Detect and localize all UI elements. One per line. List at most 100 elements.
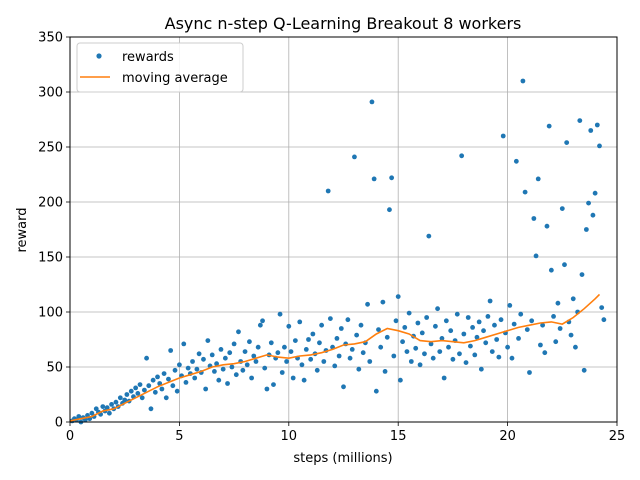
reward-point [109, 402, 114, 407]
reward-point [106, 410, 112, 416]
reward-point [220, 366, 226, 372]
reward-point [535, 176, 541, 182]
reward-point [505, 344, 510, 350]
reward-point [310, 331, 316, 337]
reward-point [352, 154, 357, 160]
reward-point [419, 330, 425, 336]
chart-title: Async n-step Q-Learning Breakout 8 worke… [165, 14, 522, 33]
reward-point [382, 369, 388, 374]
reward-point [347, 355, 353, 361]
reward-point [443, 318, 449, 324]
reward-point [533, 253, 539, 259]
reward-point [216, 377, 222, 383]
reward-point [551, 314, 556, 319]
reward-point [568, 332, 574, 338]
reward-point [137, 382, 143, 387]
reward-point [579, 272, 585, 277]
reward-point [268, 340, 274, 346]
reward-point [212, 369, 217, 374]
reward-point [583, 227, 589, 232]
reward-point [150, 377, 156, 383]
reward-point [516, 336, 521, 341]
reward-point [172, 367, 178, 373]
reward-point [306, 337, 311, 342]
reward-point [146, 383, 152, 389]
reward-point [135, 391, 141, 396]
reward-point [308, 356, 314, 362]
reward-point [559, 206, 565, 212]
reward-point [260, 318, 265, 324]
reward-point [244, 362, 250, 368]
y-tick-label: 300 [38, 86, 63, 101]
moving-average-line [69, 293, 601, 422]
reward-point [177, 362, 182, 368]
reward-point [441, 375, 447, 381]
reward-point [262, 365, 268, 371]
reward-point [487, 298, 493, 304]
reward-point [542, 350, 548, 356]
reward-point [190, 359, 195, 364]
reward-point [113, 399, 119, 405]
reward-point [264, 386, 270, 392]
reward-point [459, 153, 465, 159]
reward-point [231, 341, 237, 347]
reward-point [124, 392, 130, 397]
reward-point [218, 347, 224, 352]
reward-point [247, 339, 252, 345]
legend: rewards moving average [76, 42, 244, 93]
reward-point [336, 353, 342, 359]
reward-point [485, 314, 491, 319]
reward-point [128, 388, 134, 394]
reward-point [424, 315, 430, 320]
reward-point [408, 359, 414, 364]
reward-point [367, 359, 373, 364]
reward-point [463, 360, 469, 365]
reward-point [117, 395, 123, 401]
reward-point [365, 301, 370, 307]
reward-point [104, 405, 110, 411]
reward-point [413, 345, 419, 351]
reward-point [275, 350, 281, 356]
reward-point [518, 311, 524, 317]
reward-point [325, 188, 331, 194]
reward-point [122, 397, 128, 403]
reward-point [564, 140, 570, 146]
reward-point [577, 118, 583, 123]
reward-point [513, 158, 519, 164]
reward-point [192, 375, 198, 381]
reward-point [257, 322, 263, 328]
reward-point [384, 334, 390, 340]
legend-rewards-label: rewards [122, 50, 174, 65]
reward-point [548, 267, 554, 273]
reward-point [155, 374, 160, 380]
grid-lines [69, 36, 618, 423]
reward-point [461, 331, 467, 337]
reward-point [332, 363, 338, 369]
reward-point [387, 207, 392, 213]
reward-point [255, 344, 261, 350]
reward-point [538, 342, 543, 348]
reward-point [592, 190, 598, 196]
reward-point [194, 366, 200, 372]
reward-point [601, 317, 607, 323]
reward-point [406, 310, 412, 316]
reward-point [277, 311, 283, 317]
reward-point [314, 367, 320, 373]
reward-point [378, 344, 384, 350]
reward-point [586, 200, 591, 206]
reward-point [284, 359, 290, 364]
reward-point [457, 351, 462, 357]
reward-point [282, 344, 287, 350]
reward-point [400, 339, 405, 345]
reward-point [183, 380, 189, 385]
y-tick-label: 100 [38, 306, 63, 321]
reward-point [233, 372, 239, 378]
reward-point [225, 381, 230, 386]
reward-point [288, 349, 294, 354]
reward-point [594, 122, 600, 128]
reward-point [338, 326, 344, 331]
reward-point [297, 319, 303, 325]
reward-point [573, 344, 578, 350]
reward-point [562, 262, 567, 268]
